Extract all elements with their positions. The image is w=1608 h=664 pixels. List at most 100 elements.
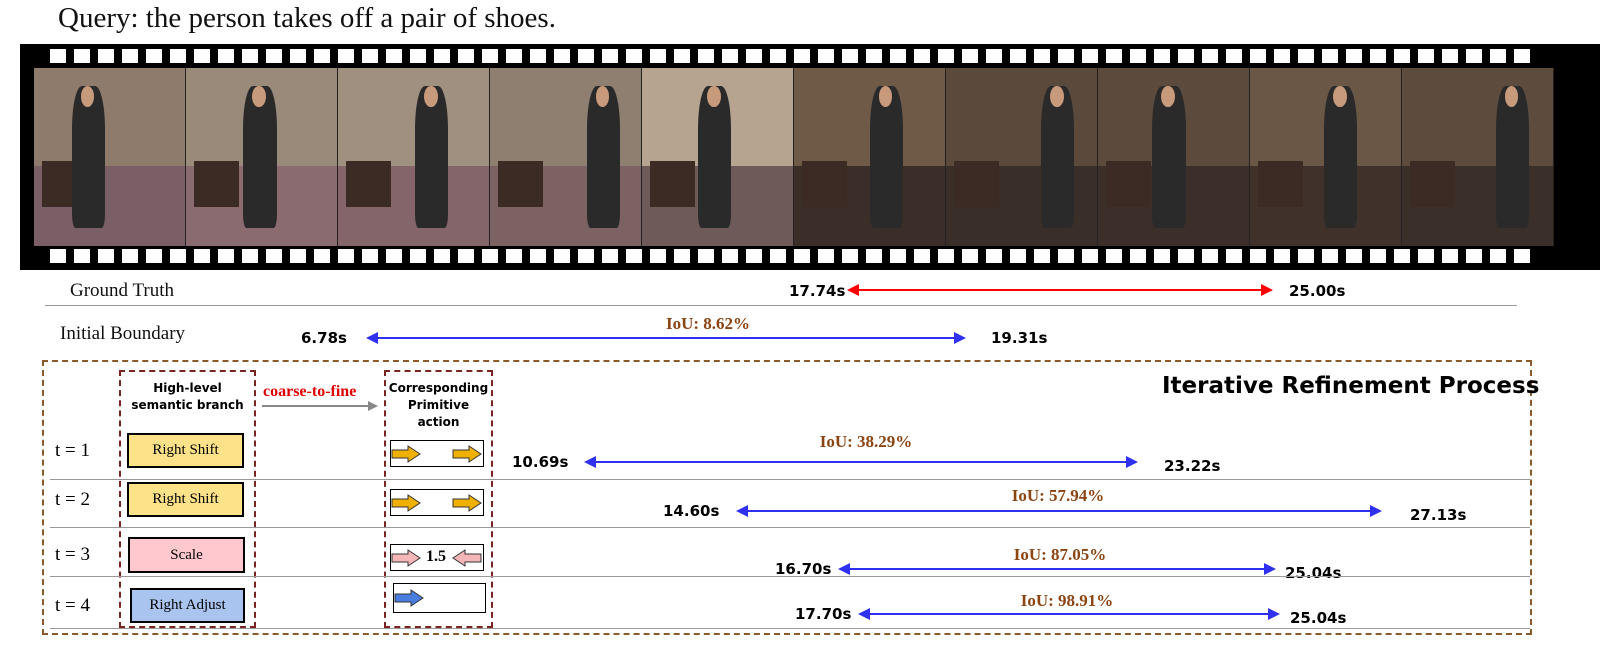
frame-person-head: [595, 85, 610, 108]
film-hole: [242, 49, 258, 63]
frame-furniture: [1409, 160, 1455, 207]
film-hole: [122, 249, 138, 263]
initial-boundary-end: 19.31s: [991, 329, 1048, 347]
film-hole: [218, 49, 234, 63]
frame-furniture: [953, 160, 999, 207]
film-hole: [266, 249, 282, 263]
frame-wall: [946, 68, 1097, 166]
frame-wall: [338, 68, 489, 166]
film-hole: [1346, 249, 1362, 263]
film-hole: [770, 249, 786, 263]
film-hole: [746, 249, 762, 263]
semantic-branch-column: [119, 370, 256, 628]
film-hole: [50, 249, 66, 263]
film-hole: [1346, 49, 1362, 63]
film-hole: [1202, 49, 1218, 63]
step-iou: IoU: 98.91%: [1020, 591, 1114, 610]
frame-furniture: [1105, 160, 1151, 207]
film-hole: [914, 49, 930, 63]
frame-furniture: [801, 160, 847, 207]
film-hole: [698, 49, 714, 63]
video-film-strip: [20, 44, 1600, 270]
video-frames: [34, 68, 1554, 246]
film-hole: [338, 49, 354, 63]
frame-wall: [1402, 68, 1553, 166]
film-hole: [842, 249, 858, 263]
film-hole: [314, 49, 330, 63]
film-hole: [1226, 249, 1242, 263]
frame-person: [415, 85, 449, 229]
frame-furniture: [345, 160, 391, 207]
row-divider: [50, 576, 1530, 577]
film-hole: [1514, 249, 1530, 263]
film-hole: [506, 49, 522, 63]
film-hole: [74, 49, 90, 63]
film-hole: [410, 249, 426, 263]
film-hole: [242, 249, 258, 263]
film-hole: [386, 49, 402, 63]
ground-truth-label: Ground Truth: [70, 280, 174, 301]
primitive-header-line-2: Primitive action: [407, 398, 470, 429]
initial-boundary-start: 6.78s: [301, 329, 347, 347]
video-frame: [642, 68, 794, 246]
film-hole: [890, 249, 906, 263]
coarse-to-fine-label: coarse-to-fine: [263, 383, 357, 400]
ground-truth-end: 25.00s: [1289, 282, 1346, 300]
film-hole: [530, 49, 546, 63]
frame-person: [1152, 85, 1186, 229]
film-hole: [1178, 49, 1194, 63]
frame-person-head: [1333, 85, 1347, 108]
frame-person: [1495, 85, 1529, 229]
step-double-arrow-icon: [736, 505, 1382, 517]
film-hole: [218, 249, 234, 263]
film-hole: [1250, 249, 1266, 263]
film-hole: [722, 249, 738, 263]
video-frame: [794, 68, 946, 246]
step-end-time: 23.22s: [1164, 457, 1221, 475]
film-hole: [794, 249, 810, 263]
film-hole: [1466, 49, 1482, 63]
film-hole: [74, 249, 90, 263]
film-hole: [1034, 49, 1050, 63]
film-hole: [842, 49, 858, 63]
frame-person-head: [706, 85, 721, 108]
film-hole: [122, 49, 138, 63]
film-hole: [1394, 49, 1410, 63]
video-frame: [1402, 68, 1554, 246]
semantic-header-line-1: High-level: [153, 381, 222, 395]
frame-person: [1041, 85, 1075, 229]
film-hole: [1322, 49, 1338, 63]
step-iou: IoU: 38.29%: [819, 432, 913, 451]
film-hole: [1058, 49, 1074, 63]
semantic-header-line-2: semantic branch: [131, 398, 244, 412]
film-hole: [314, 249, 330, 263]
film-hole: [194, 249, 210, 263]
coarse-to-fine-arrow-icon: [262, 401, 378, 411]
film-hole: [1154, 249, 1170, 263]
film-hole: [1466, 249, 1482, 263]
film-hole: [194, 49, 210, 63]
frame-person-head: [80, 85, 95, 108]
film-hole: [362, 249, 378, 263]
film-hole: [626, 249, 642, 263]
film-hole: [290, 249, 306, 263]
film-hole: [146, 249, 162, 263]
film-hole: [1442, 49, 1458, 63]
video-frame: [34, 68, 186, 246]
film-perforations-bottom: [20, 244, 1600, 268]
film-hole: [650, 249, 666, 263]
film-hole: [602, 249, 618, 263]
film-hole: [170, 49, 186, 63]
film-hole: [818, 249, 834, 263]
frame-furniture: [193, 160, 239, 207]
row-divider: [50, 479, 1530, 480]
film-hole: [938, 49, 954, 63]
film-hole: [1490, 49, 1506, 63]
film-hole: [578, 49, 594, 63]
film-hole: [1394, 249, 1410, 263]
frame-wall: [34, 68, 185, 166]
film-hole: [554, 249, 570, 263]
video-frame: [1250, 68, 1402, 246]
frame-furniture: [649, 160, 695, 207]
film-hole: [1490, 249, 1506, 263]
